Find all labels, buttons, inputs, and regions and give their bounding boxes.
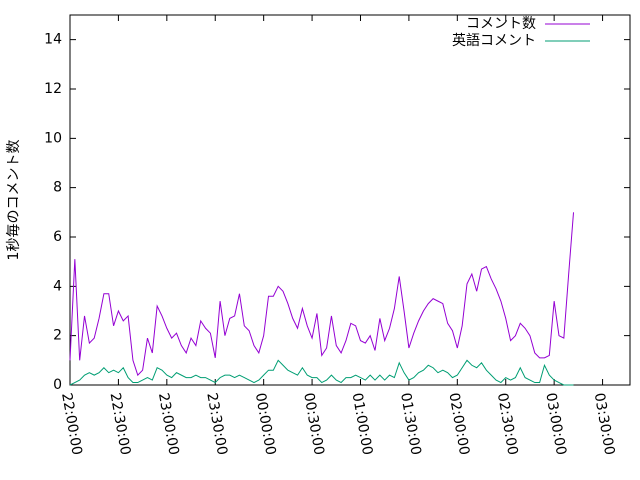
y-tick-label: 10 bbox=[44, 130, 62, 146]
series-line bbox=[69, 359, 574, 386]
legend-label: 英語コメント bbox=[452, 32, 536, 49]
y-tick-label: 4 bbox=[53, 278, 62, 294]
y-tick-label: 8 bbox=[53, 180, 62, 196]
x-tick-label: 01:00:00 bbox=[349, 392, 376, 457]
x-tick-label: 00:00:00 bbox=[252, 392, 279, 457]
x-tick-label: 02:30:00 bbox=[494, 392, 521, 457]
y-tick-label: 6 bbox=[53, 229, 62, 245]
x-tick-label: 03:30:00 bbox=[591, 392, 618, 457]
x-tick-label: 01:30:00 bbox=[397, 392, 424, 457]
x-tick-label: 02:00:00 bbox=[445, 392, 472, 457]
y-tick-label: 14 bbox=[44, 32, 62, 48]
x-tick-label: 23:30:00 bbox=[203, 392, 230, 457]
x-tick-label: 22:30:00 bbox=[107, 392, 134, 457]
x-tick-label: 22:00:00 bbox=[58, 392, 85, 457]
legend-label: コメント数 bbox=[466, 16, 536, 32]
x-tick-label: 00:30:00 bbox=[300, 392, 327, 457]
x-tick-label: 23:00:00 bbox=[155, 392, 182, 457]
x-tick-label: 03:00:00 bbox=[542, 392, 569, 457]
plot-border bbox=[69, 14, 631, 386]
series-line bbox=[69, 212, 575, 377]
y-tick-label: 12 bbox=[44, 81, 62, 97]
y-tick-label: 2 bbox=[53, 328, 62, 344]
y-tick-label: 0 bbox=[53, 377, 62, 393]
y-axis-label: 1秒毎のコメント数 bbox=[6, 140, 22, 261]
